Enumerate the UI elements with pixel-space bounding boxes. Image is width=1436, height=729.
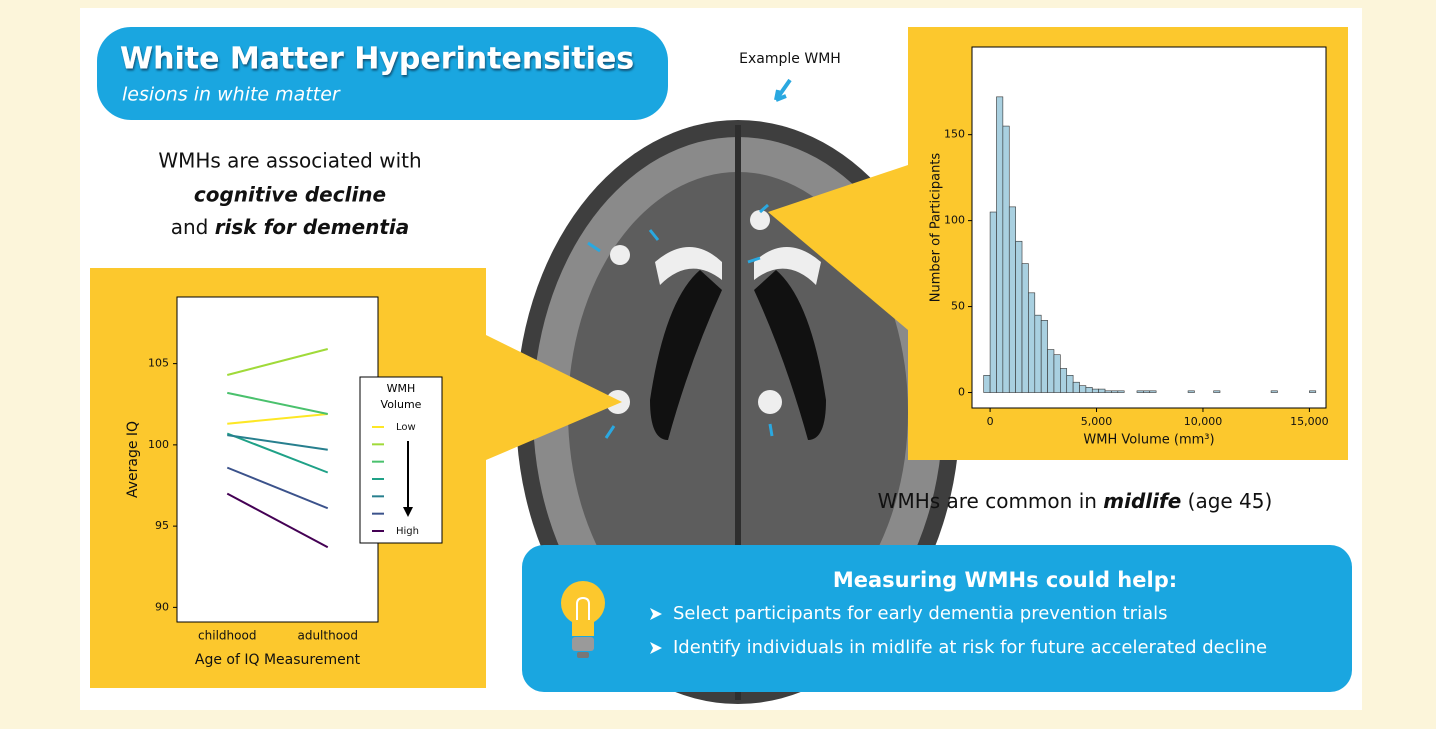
y-axis-label: Average IQ	[125, 421, 141, 498]
histogram-bar	[1213, 390, 1221, 393]
x-tick-label: childhood	[198, 629, 256, 643]
association-emphasis: cognitive decline	[194, 183, 386, 207]
series-line	[226, 466, 329, 510]
callout	[486, 335, 622, 460]
series-line	[226, 348, 329, 376]
histogram-bar	[1021, 263, 1029, 393]
x-axis-label: Age of IQ Measurement	[195, 652, 361, 668]
histogram-bar	[1136, 390, 1144, 393]
association-line: and risk for dementia	[171, 215, 410, 239]
histogram-bar	[1072, 381, 1080, 393]
legend-arrowhead	[403, 507, 413, 517]
histogram-bar	[1079, 385, 1087, 393]
text-part: (age 45)	[1181, 489, 1272, 513]
midlife-text: WMHs are common in midlife (age 45)	[878, 489, 1273, 513]
histogram-bar	[1143, 390, 1151, 393]
y-tick-label: 0	[958, 386, 965, 399]
histogram-bar	[1047, 349, 1055, 393]
x-tick-label: 10,000	[1184, 415, 1223, 428]
text-part: WMHs are common in	[878, 489, 1104, 513]
y-tick-label: 105	[148, 357, 169, 370]
title-box	[97, 27, 668, 120]
x-tick-label: adulthood	[297, 629, 358, 643]
subtitle: lesions in white matter	[122, 84, 341, 106]
x-tick-label: 0	[987, 415, 994, 428]
histogram-bar	[989, 211, 997, 393]
series-line	[226, 432, 329, 474]
association-line: WMHs are associated with	[158, 149, 421, 173]
y-tick-label: 90	[155, 600, 169, 613]
y-tick-label: 95	[155, 519, 169, 532]
histogram-bar	[1085, 387, 1093, 393]
title: White Matter Hyperintensities	[120, 42, 634, 77]
histogram-bar	[1060, 368, 1068, 393]
histogram-bar	[1040, 320, 1048, 393]
help-box	[522, 545, 1352, 692]
y-tick-label: 100	[944, 214, 965, 227]
y-tick-label: 150	[944, 128, 965, 141]
bullet-marker	[650, 642, 662, 654]
plot-area	[176, 296, 379, 623]
legend-label: Low	[396, 422, 416, 433]
bullet-marker	[650, 608, 662, 620]
help-heading: Measuring WMHs could help:	[833, 568, 1177, 592]
histogram-bar	[1028, 292, 1036, 393]
histogram-bar	[1309, 390, 1317, 393]
histogram-bar	[1034, 314, 1042, 393]
series-line	[227, 434, 328, 451]
histogram-bar	[1066, 375, 1074, 393]
histogram-bar	[1104, 390, 1112, 393]
series-line	[227, 391, 328, 415]
histogram-bar	[1008, 206, 1016, 393]
text-emphasis: risk for dementia	[215, 215, 410, 239]
histogram-bar	[1091, 388, 1099, 393]
histogram-bar	[1149, 390, 1157, 393]
legend	[359, 376, 443, 544]
x-axis-label: WMH Volume (mm³)	[1083, 433, 1214, 448]
example-arrow	[774, 78, 792, 102]
y-axis-label: Number of Participants	[929, 153, 944, 303]
help-bullet: Select participants for early dementia p…	[673, 603, 1167, 624]
plot-area	[971, 46, 1327, 409]
histogram-bar	[1270, 390, 1278, 393]
legend-label: High	[396, 526, 419, 537]
histogram-bar	[1117, 390, 1125, 393]
example-label: Example WMH	[739, 51, 841, 67]
y-tick-label: 50	[951, 300, 965, 313]
histogram-bar	[996, 96, 1004, 393]
x-tick-label: 5,000	[1081, 415, 1113, 428]
y-tick-label: 100	[148, 438, 169, 451]
histogram-bar	[1015, 240, 1023, 393]
text-emphasis: midlife	[1103, 489, 1181, 513]
callout	[768, 165, 908, 330]
histogram-bar	[1187, 390, 1195, 393]
series-line	[226, 492, 329, 549]
histogram-bar	[1098, 388, 1106, 393]
legend-title-box: WMH Volume	[380, 382, 422, 411]
help-bullet: Identify individuals in midlife at risk …	[673, 637, 1267, 658]
series-line	[227, 413, 328, 425]
x-tick-label: 15,000	[1290, 415, 1329, 428]
histogram-bar	[1053, 354, 1061, 393]
text-part: and	[171, 215, 215, 239]
histogram-bar	[1002, 125, 1010, 393]
histogram-bar	[983, 375, 991, 393]
lightbulb-icon	[561, 581, 605, 658]
legend-title: WMH Volume	[380, 382, 422, 411]
histogram-bar	[1111, 390, 1119, 393]
